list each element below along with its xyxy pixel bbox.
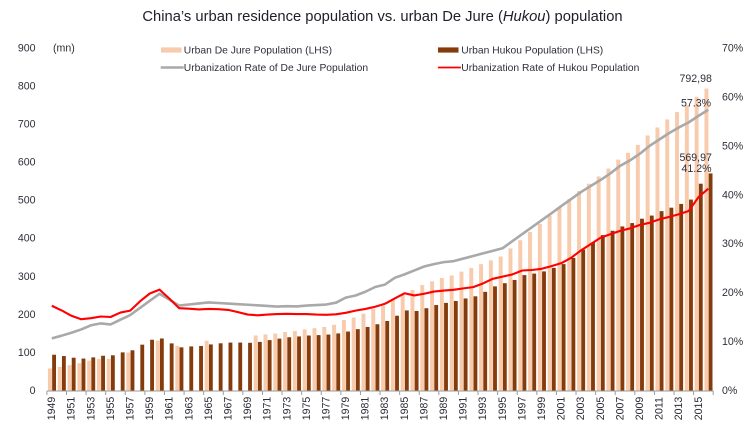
svg-text:1969: 1969 [242,397,254,421]
svg-text:Urbanization Rate of Hukou Pop: Urbanization Rate of Hukou Population [461,63,639,74]
svg-text:30%: 30% [722,238,744,250]
svg-text:700: 700 [18,119,36,131]
svg-text:20%: 20% [722,287,744,299]
svg-text:2005: 2005 [595,397,607,421]
svg-text:2001: 2001 [556,397,568,421]
svg-text:10%: 10% [722,336,744,348]
svg-text:1989: 1989 [438,397,450,421]
svg-text:57.3%: 57.3% [681,97,712,109]
svg-text:Urban De Jure Population (LHS): Urban De Jure Population (LHS) [184,45,332,56]
svg-text:1977: 1977 [321,397,333,421]
svg-text:1981: 1981 [360,397,372,421]
svg-text:50%: 50% [722,140,744,152]
svg-text:China’s urban residence popula: China’s urban residence population vs. u… [142,9,622,25]
svg-text:1965: 1965 [203,397,215,421]
svg-text:1973: 1973 [281,397,293,421]
svg-text:70%: 70% [722,42,744,54]
svg-text:1957: 1957 [125,397,137,421]
svg-text:1979: 1979 [340,397,352,421]
svg-text:1961: 1961 [164,397,176,421]
svg-text:300: 300 [18,271,36,283]
svg-text:900: 900 [18,42,36,54]
svg-text:Urban Hukou Population (LHS): Urban Hukou Population (LHS) [461,45,603,56]
svg-text:2013: 2013 [673,397,685,421]
svg-text:1983: 1983 [379,397,391,421]
svg-text:2003: 2003 [575,397,587,421]
svg-text:200: 200 [18,309,36,321]
svg-text:(mn): (mn) [53,42,75,54]
svg-text:1951: 1951 [66,397,78,421]
svg-text:569,97: 569,97 [679,152,712,164]
svg-text:2015: 2015 [693,397,705,421]
svg-text:1949: 1949 [46,397,58,421]
svg-text:1955: 1955 [105,397,117,421]
svg-text:100: 100 [18,347,36,359]
svg-text:1991: 1991 [458,397,470,421]
svg-text:40%: 40% [722,189,744,201]
svg-text:1967: 1967 [223,397,235,421]
svg-text:0%: 0% [722,385,738,397]
svg-text:2009: 2009 [634,397,646,421]
svg-text:1953: 1953 [85,397,97,421]
svg-text:1975: 1975 [301,397,313,421]
svg-text:400: 400 [18,233,36,245]
svg-text:2011: 2011 [654,397,666,420]
svg-text:1959: 1959 [144,397,156,421]
svg-text:1999: 1999 [536,397,548,421]
svg-text:1997: 1997 [516,397,528,421]
svg-text:1987: 1987 [418,397,430,421]
svg-text:60%: 60% [722,91,744,103]
svg-text:600: 600 [18,157,36,169]
svg-text:41.2%: 41.2% [681,163,712,175]
svg-text:Urbanization Rate of De Jure P: Urbanization Rate of De Jure Population [184,63,369,74]
svg-text:792,98: 792,98 [679,73,712,85]
svg-text:2007: 2007 [614,397,626,421]
svg-text:0: 0 [30,385,36,397]
svg-text:1993: 1993 [477,397,489,421]
svg-text:1963: 1963 [183,397,195,421]
svg-text:800: 800 [18,81,36,93]
svg-text:500: 500 [18,195,36,207]
svg-text:1995: 1995 [497,397,509,421]
svg-text:1971: 1971 [262,397,274,421]
svg-text:1985: 1985 [399,397,411,421]
